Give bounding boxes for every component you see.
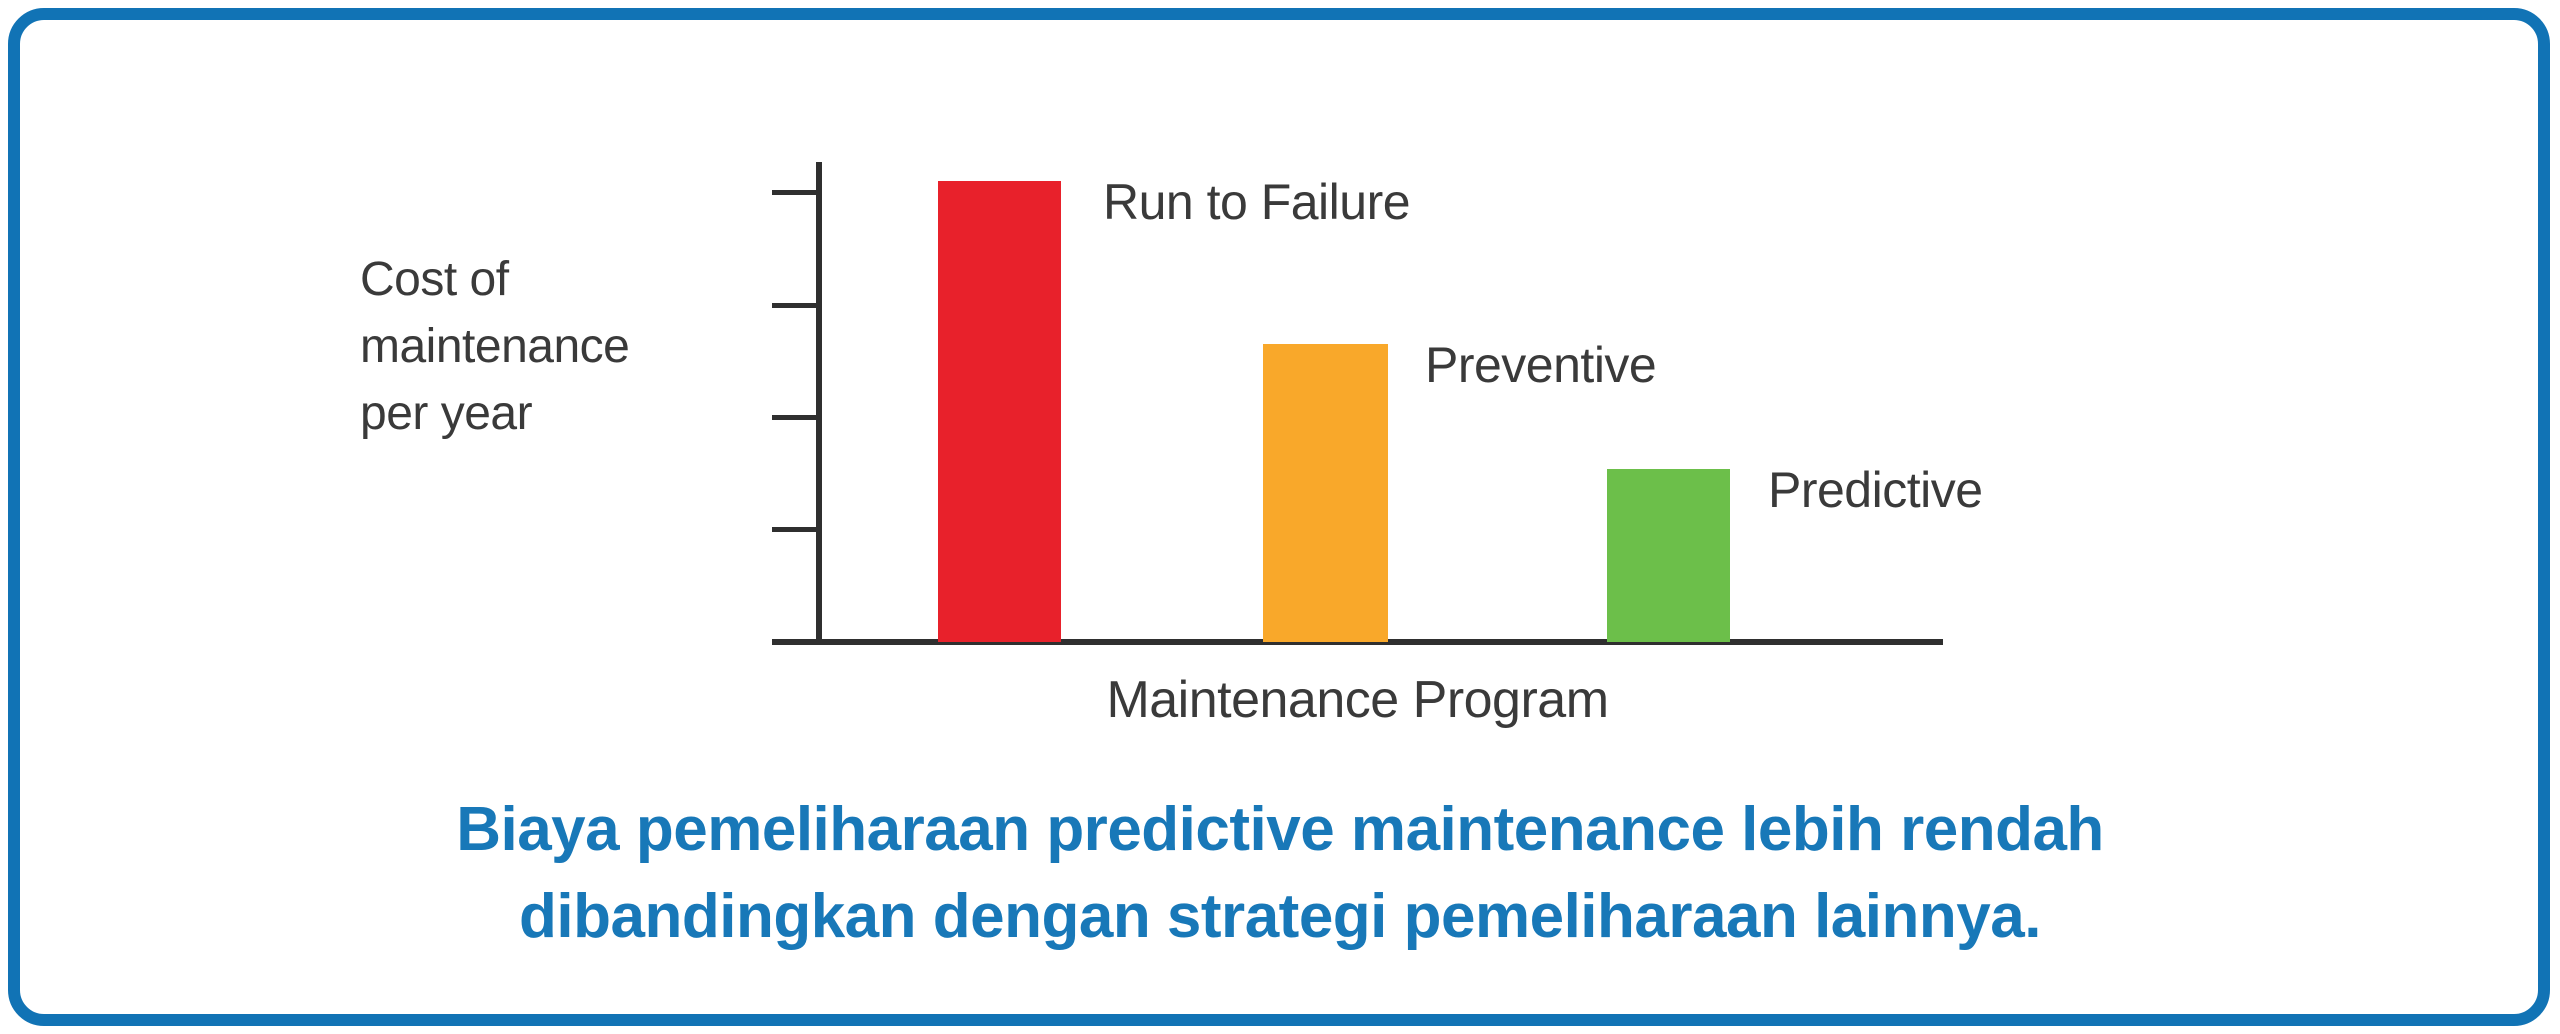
bar-predictive [1607,469,1730,642]
y-axis-tick [772,527,820,532]
y-axis-tick [772,415,820,420]
bar-run-to-failure [938,181,1061,642]
y-axis-tick [772,190,820,195]
bar-label-preventive: Preventive [1425,337,1657,394]
caption-line-2: dibandingkan dengan strategi pemeliharaa… [519,882,2041,951]
caption-line-1: Biaya pemeliharaan predictive maintenanc… [456,795,2104,864]
bar-label-run-to-failure: Run to Failure [1103,174,1411,231]
x-axis-title: Maintenance Program [1106,671,1609,729]
y-axis-title: Cost of maintenance per year [360,253,630,440]
y-axis-tick [772,303,820,308]
caption: Biaya pemeliharaan predictive maintenanc… [0,786,2560,960]
bar-label-predictive: Predictive [1768,462,1983,519]
y-axis-line [816,162,822,645]
bar-preventive [1263,344,1388,642]
x-axis-line [772,639,1943,645]
